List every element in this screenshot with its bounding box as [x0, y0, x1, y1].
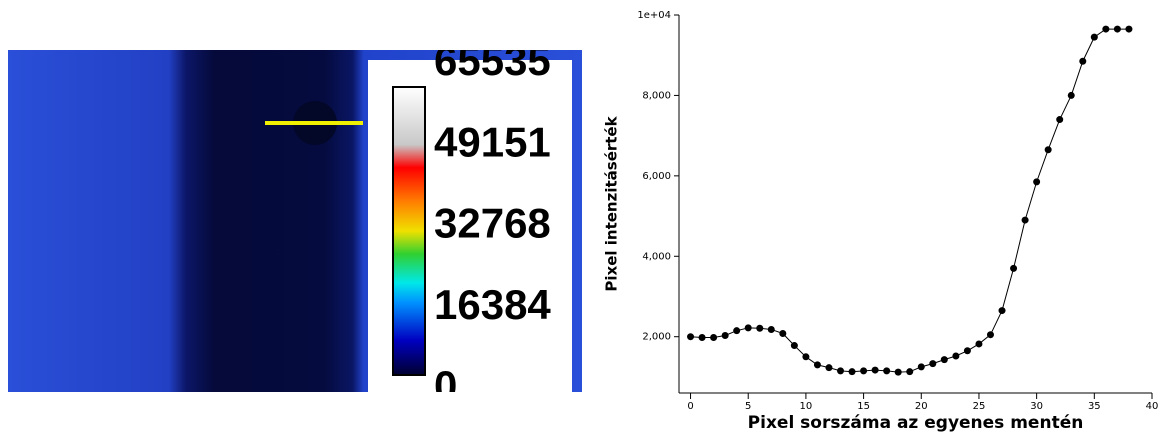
- y-tick-label: 1e+04: [637, 10, 671, 21]
- line-chart: 2,000 4,000 6,000 8,000 1e+04 0 5 10 15 20 25 30 35 4…: [603, 10, 1159, 433]
- data-point: [699, 334, 706, 341]
- image-panel: 0 16384 32768 49151 65535: [8, 37, 582, 409]
- data-point: [964, 347, 971, 354]
- data-point: [895, 369, 902, 376]
- data-point: [849, 368, 856, 375]
- data-point: [1056, 116, 1063, 123]
- data-point: [710, 334, 717, 341]
- y-axis-label: Pixel intenzitásérték: [603, 115, 621, 291]
- x-tick-label: 40: [1146, 401, 1159, 412]
- y-tick-label: 8,000: [642, 90, 671, 101]
- data-point: [872, 367, 879, 374]
- series-line: [691, 29, 1129, 372]
- x-tick-label: 30: [1030, 401, 1043, 412]
- colorbar-label: 65535: [434, 37, 551, 84]
- data-point: [1033, 178, 1040, 185]
- data-point: [1114, 26, 1121, 33]
- data-point: [1125, 26, 1132, 33]
- data-point: [999, 307, 1006, 314]
- data-point: [975, 340, 982, 347]
- x-tick-label: 25: [973, 401, 986, 412]
- data-point: [929, 360, 936, 367]
- screen: 0 16384 32768 49151 65535 2,000 4,000 6,000 8,0…: [0, 0, 1162, 435]
- data-point: [768, 326, 775, 333]
- data-point: [722, 332, 729, 339]
- data-point: [779, 330, 786, 337]
- colorbar-label: 32768: [434, 200, 551, 247]
- colorbar: [393, 87, 425, 375]
- x-tick-label: 5: [745, 401, 751, 412]
- data-point: [791, 342, 798, 349]
- y-tick-label: 6,000: [642, 171, 671, 182]
- data-point: [883, 367, 890, 374]
- data-point: [733, 327, 740, 334]
- y-tick-label: 2,000: [642, 332, 671, 343]
- data-point: [1102, 26, 1109, 33]
- x-tick-label: 0: [687, 401, 693, 412]
- data-point: [814, 361, 821, 368]
- data-point: [1091, 34, 1098, 41]
- data-point: [1079, 58, 1086, 65]
- data-point: [802, 353, 809, 360]
- data-point: [1045, 146, 1052, 153]
- data-point: [825, 364, 832, 371]
- data-point: [860, 367, 867, 374]
- data-point: [987, 331, 994, 338]
- colorbar-label: 49151: [434, 118, 551, 165]
- x-axis-label: Pixel sorszáma az egyenes mentén: [748, 413, 1084, 433]
- x-tick-label: 35: [1088, 401, 1101, 412]
- x-tick-label: 15: [857, 401, 870, 412]
- x-tick-label: 10: [800, 401, 813, 412]
- data-point: [941, 356, 948, 363]
- x-tick-label: 20: [915, 401, 928, 412]
- data-point: [1068, 92, 1075, 99]
- data-point: [918, 363, 925, 370]
- colorbar-label: 0: [434, 362, 457, 409]
- data-point: [756, 325, 763, 332]
- data-point: [745, 324, 752, 331]
- data-point: [1010, 265, 1017, 272]
- data-point: [687, 333, 694, 340]
- data-point: [906, 368, 913, 375]
- colorbar-label: 16384: [434, 281, 551, 328]
- y-tick-label: 4,000: [642, 251, 671, 262]
- data-point: [952, 353, 959, 360]
- data-point: [837, 367, 844, 374]
- data-point: [1022, 217, 1029, 224]
